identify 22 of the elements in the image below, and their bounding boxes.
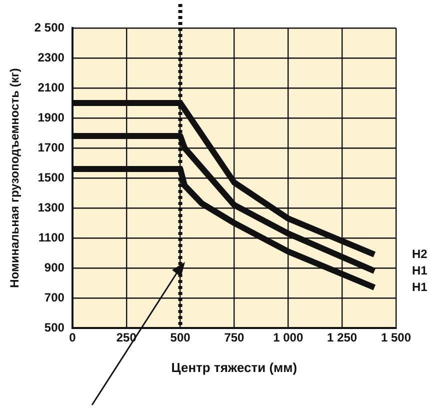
y-tick-label: 1900 — [38, 110, 65, 124]
y-tick-label: 1700 — [38, 140, 65, 154]
text: H1 — [412, 263, 428, 278]
x-tick-label: 0 — [69, 330, 76, 345]
x-tick-label: 1 250 — [327, 330, 358, 345]
y-tick-label: 2 500 — [34, 20, 65, 34]
y-tick-label: 700 — [44, 290, 65, 304]
text: H2 — [412, 246, 428, 261]
y-axis-title: Номинальная грузоподъемность (кг) — [8, 68, 22, 288]
y-tick-label: 1100 — [38, 230, 65, 244]
y-tick-label: 1300 — [38, 200, 65, 214]
x-tick-label: 500 — [170, 330, 191, 345]
y-tick-label: 2300 — [38, 50, 65, 64]
x-tick-label: 750 — [224, 330, 245, 345]
x-tick-label: 1 000 — [273, 330, 304, 345]
y-tick-label: 900 — [44, 260, 65, 274]
x-tick-label: 1 500 — [380, 330, 412, 345]
text: H1 — [412, 280, 428, 294]
y-tick-label: 2100 — [38, 80, 65, 94]
x-axis-title: Центр тяжести (мм) — [171, 360, 298, 375]
y-tick-label: 500 — [44, 320, 65, 334]
y-tick-label: 1500 — [38, 170, 65, 184]
